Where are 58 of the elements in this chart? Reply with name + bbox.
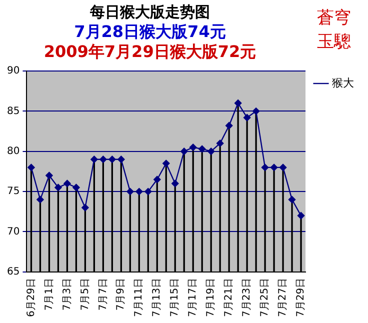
- y-tick-label: 75: [6, 186, 20, 198]
- text: 2009年7月29日猴大版72元: [42, 42, 258, 62]
- point: [72, 184, 80, 192]
- point: [279, 164, 287, 172]
- point: [172, 180, 179, 188]
- chart-subtitle: 7月28日猴大版74元: [73, 22, 227, 42]
- x-tick-label: 7月19日: [206, 278, 217, 318]
- point: [225, 122, 233, 130]
- point: [108, 156, 116, 163]
- point: [54, 184, 62, 192]
- point: [90, 156, 98, 163]
- x-tick-label: 7月17日: [188, 278, 199, 318]
- point: [270, 164, 278, 172]
- x-tick-label: 7月5日: [80, 278, 91, 311]
- x-tick-label: 7月11日: [134, 278, 145, 318]
- y-tick-label: 70: [6, 226, 20, 238]
- point: [261, 164, 269, 172]
- point: [234, 100, 242, 107]
- x-tick-label: 7月27日: [278, 278, 289, 318]
- point: [297, 212, 305, 220]
- point: [126, 188, 134, 196]
- point: [162, 160, 170, 168]
- x-tick-label: 7月1日: [44, 278, 55, 311]
- x-tick-label: 7月7日: [98, 278, 109, 311]
- y-tick-label: 65: [6, 266, 20, 278]
- x-tick-label: 7月13日: [152, 278, 163, 318]
- x-tick-label: 7月9日: [116, 278, 127, 311]
- point: [288, 196, 296, 204]
- point: [144, 188, 152, 196]
- x-tick-label: 7月15日: [170, 278, 181, 318]
- point: [100, 156, 107, 163]
- legend-label: 猴大: [332, 76, 354, 90]
- point: [64, 180, 71, 188]
- y-tick-label: 85: [6, 106, 20, 117]
- x-tick-label: 7月29日: [296, 278, 307, 318]
- point: [136, 188, 143, 196]
- point: [82, 204, 89, 212]
- x-tick-label: 7月25日: [260, 278, 271, 318]
- x-tick-label: 7月21日: [224, 278, 235, 318]
- point: [189, 144, 197, 151]
- y-tick-label: 80: [6, 146, 20, 157]
- point: [243, 114, 251, 122]
- text: 蒼穹玉驄: [316, 7, 352, 54]
- point: [252, 108, 260, 115]
- chart-title: 每日猴大版走势图: [89, 2, 211, 22]
- y-tick-label: 90: [6, 66, 20, 77]
- point: [216, 140, 224, 147]
- point: [118, 156, 125, 163]
- x-tick-label: 6月29日: [26, 278, 37, 318]
- point: [36, 196, 44, 204]
- point: [207, 148, 215, 155]
- point: [154, 176, 161, 184]
- point: [46, 172, 53, 180]
- x-tick-label: 7月23日: [242, 278, 253, 318]
- point: [180, 148, 188, 155]
- point: [198, 145, 206, 153]
- x-tick-label: 7月3日: [62, 278, 73, 311]
- point: [28, 164, 35, 172]
